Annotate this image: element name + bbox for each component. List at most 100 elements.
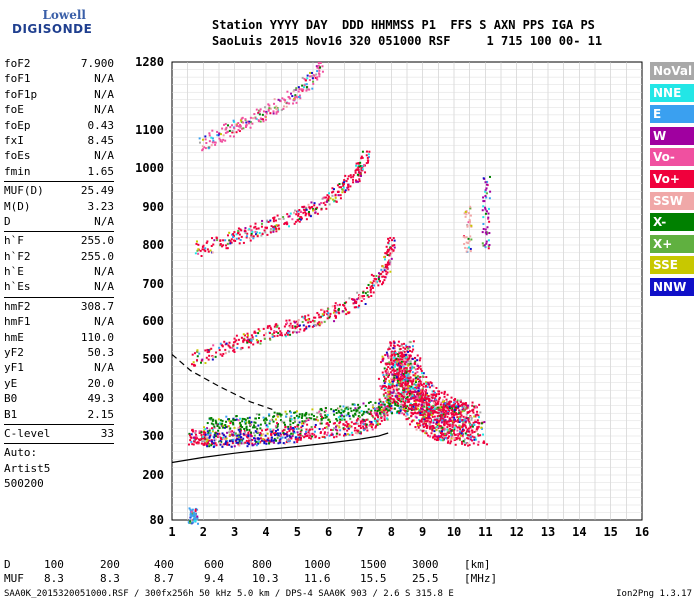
echo-dot — [443, 424, 446, 427]
param-row: D N/A — [4, 214, 114, 229]
echo-dot — [208, 140, 211, 143]
echo-dot — [320, 413, 323, 416]
echo-dot — [292, 99, 295, 102]
echo-dot — [417, 387, 420, 390]
echo-dot — [305, 212, 308, 215]
echo-dot — [393, 345, 396, 348]
echo-dot — [386, 263, 389, 266]
echo-dot — [205, 241, 208, 244]
echo-dot — [272, 229, 275, 232]
echo-dot — [351, 433, 354, 436]
echo-dot — [276, 325, 279, 328]
echo-dot — [404, 398, 407, 401]
echo-dot — [195, 435, 198, 438]
echo-dot — [342, 303, 345, 306]
echo-dot — [449, 429, 452, 432]
echo-dot — [389, 270, 392, 273]
echo-dot — [326, 431, 329, 434]
echo-dot — [403, 392, 406, 395]
echo-dot — [321, 313, 324, 316]
echo-dot — [270, 328, 273, 331]
echo-dot — [439, 413, 442, 416]
echo-dot — [335, 435, 338, 438]
echo-dot — [406, 358, 409, 361]
echo-dot — [482, 244, 485, 247]
echo-dot — [432, 421, 435, 424]
echo-dot — [433, 407, 436, 410]
echo-dot — [418, 422, 421, 425]
echo-dot — [422, 399, 425, 402]
echo-dot — [463, 242, 466, 245]
echo-dot — [483, 244, 486, 247]
echo-dot — [434, 391, 437, 394]
echo-dot — [370, 285, 373, 288]
echo-dot — [235, 441, 238, 444]
echo-dot — [250, 234, 253, 237]
echo-dot — [247, 431, 250, 434]
muf-label: MUF — [4, 572, 24, 585]
echo-dot — [221, 419, 224, 422]
echo-dot — [333, 422, 336, 425]
echo-dot — [289, 333, 292, 336]
echo-dot — [447, 440, 450, 443]
echo-dot — [211, 428, 214, 431]
echo-dot — [321, 416, 324, 419]
echo-dot — [219, 443, 222, 446]
echo-dot — [465, 250, 468, 253]
echo-dot — [400, 398, 403, 401]
echo-dot — [316, 322, 319, 325]
echo-dot — [342, 310, 345, 313]
echo-dot — [278, 227, 281, 230]
echo-dot — [319, 408, 322, 411]
param-name: B1 — [4, 407, 18, 421]
echo-dot — [287, 427, 290, 430]
echo-dot — [417, 389, 420, 392]
echo-dot — [237, 435, 240, 438]
echo-dot — [279, 419, 282, 422]
echo-dot — [467, 419, 470, 422]
param-row: foF1 N/A — [4, 71, 114, 86]
echo-dot — [402, 407, 405, 410]
echo-dot — [219, 243, 222, 246]
echo-dot — [400, 400, 403, 403]
echo-dot — [419, 407, 422, 410]
echo-dot — [204, 247, 207, 250]
echo-dot — [239, 126, 242, 129]
echo-dot — [387, 409, 390, 412]
echo-dot — [194, 519, 197, 522]
x-tick-label: 6 — [325, 525, 332, 539]
echo-dot — [450, 400, 453, 403]
echo-dot — [418, 382, 421, 385]
echo-dot — [289, 423, 292, 426]
echo-dot — [224, 443, 227, 446]
echo-dot — [459, 428, 462, 431]
echo-dot — [324, 409, 327, 412]
echo-dot — [463, 438, 466, 441]
echo-dot — [354, 407, 357, 410]
echo-dot — [209, 434, 212, 437]
echo-dot — [305, 432, 308, 435]
echo-dot — [208, 436, 211, 439]
echo-dot — [288, 434, 291, 437]
echo-dot — [210, 136, 213, 139]
distance-value: 3000 — [412, 558, 439, 571]
echo-dot — [259, 117, 262, 120]
echo-dot — [389, 383, 392, 386]
echo-dot — [426, 392, 429, 395]
echo-dot — [358, 294, 361, 297]
echo-dot — [458, 433, 461, 436]
echo-dot — [303, 328, 306, 331]
echo-dot — [421, 391, 424, 394]
echo-dot — [338, 433, 341, 436]
y-tick-label: 800 — [142, 238, 164, 252]
echo-dot — [454, 420, 457, 423]
echo-dot — [394, 403, 397, 406]
echo-dot — [382, 357, 385, 360]
echo-dot — [415, 416, 418, 419]
echo-dot — [252, 237, 255, 240]
profile-line — [171, 432, 389, 464]
echo-dot — [307, 212, 310, 215]
echo-dot — [387, 385, 390, 388]
echo-dot — [323, 310, 326, 313]
echo-dot — [268, 324, 271, 327]
